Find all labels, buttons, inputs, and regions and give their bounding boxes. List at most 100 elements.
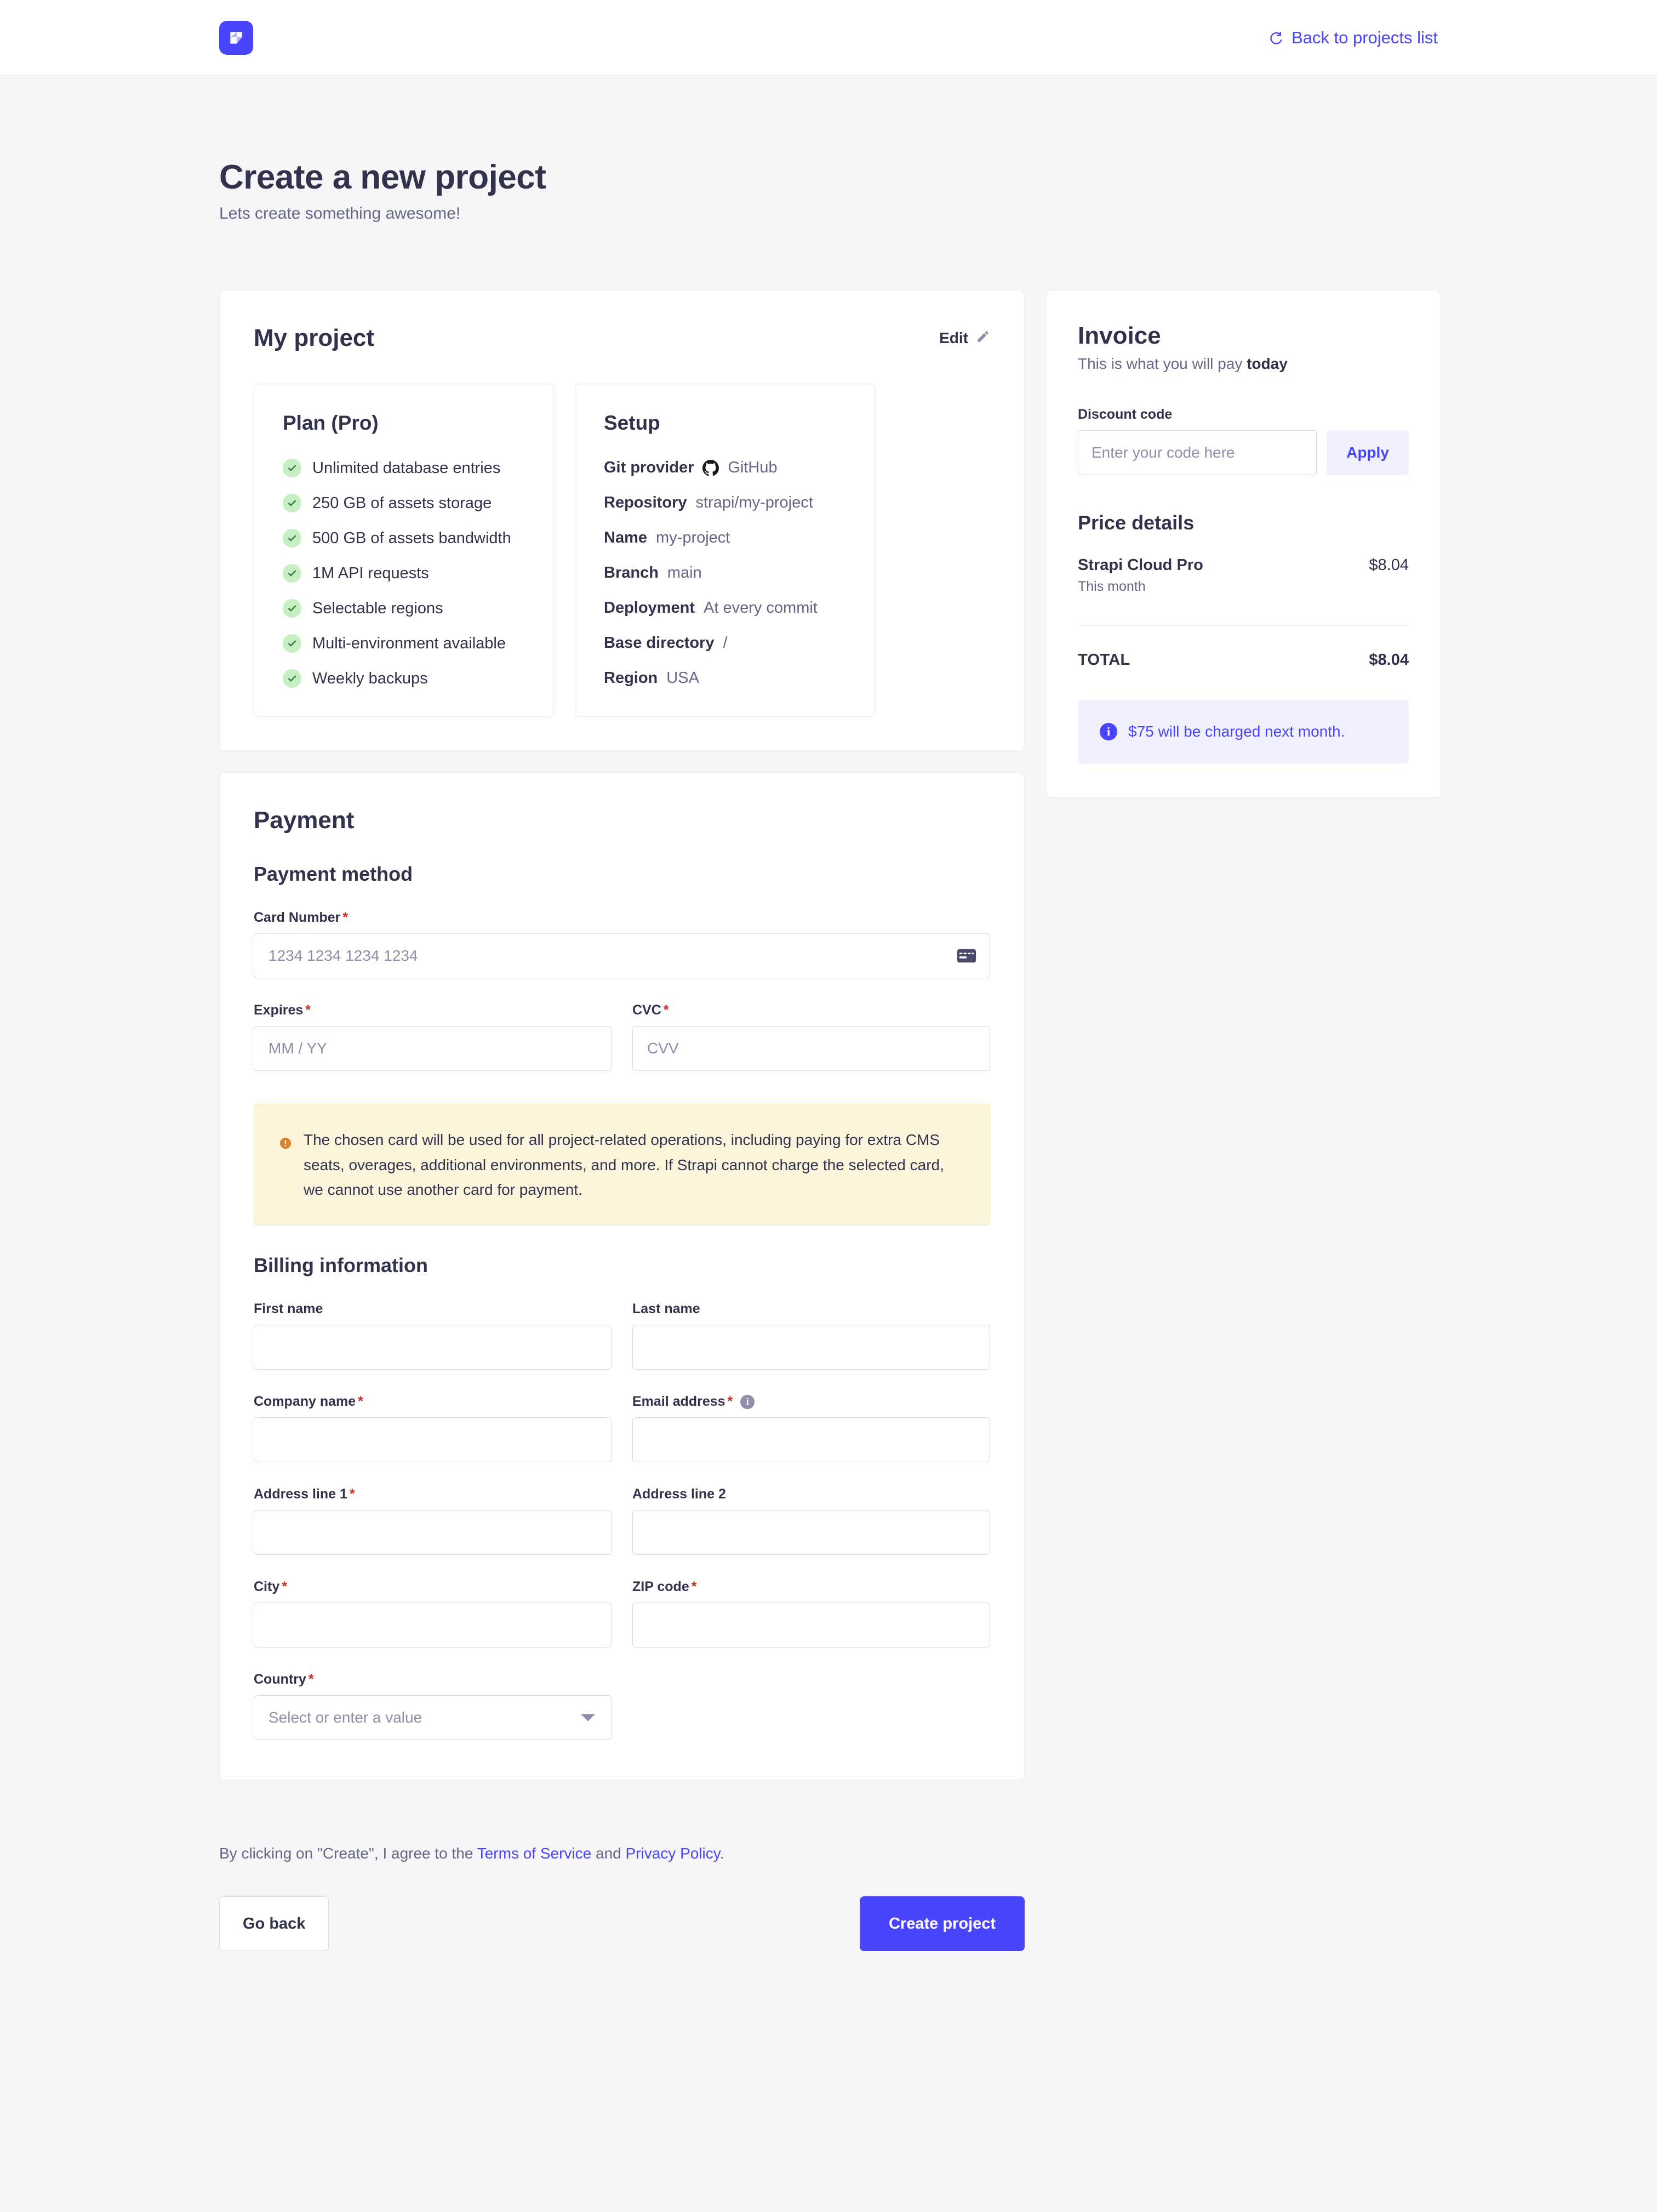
expires-input[interactable] <box>254 1026 612 1071</box>
check-icon <box>283 634 301 653</box>
edit-project-button[interactable]: Edit <box>939 329 990 347</box>
setup-row-git-provider: Git provider GitHub <box>604 459 846 477</box>
city-label: City * <box>254 1579 612 1595</box>
last-name-field: Last name <box>632 1301 990 1370</box>
required-asterisk: * <box>358 1394 363 1410</box>
check-icon <box>283 494 301 513</box>
cvc-input[interactable] <box>632 1026 990 1071</box>
list-item: Weekly backups <box>283 669 525 688</box>
required-asterisk: * <box>727 1394 733 1410</box>
first-name-label: First name <box>254 1301 612 1317</box>
setup-row-deployment: Deployment At every commit <box>604 599 846 617</box>
next-month-charge-note: i $75 will be charged next month. <box>1078 700 1409 764</box>
card-usage-warning-text: The chosen card will be used for all pro… <box>304 1131 944 1199</box>
price-line-item-info: Strapi Cloud Pro This month <box>1078 556 1203 595</box>
my-project-header: My project Edit <box>254 324 990 352</box>
field-label-text: Address line 2 <box>632 1486 726 1502</box>
required-asterisk: * <box>308 1672 314 1687</box>
city-input[interactable] <box>254 1603 612 1648</box>
my-project-title: My project <box>254 324 375 352</box>
info-icon: i <box>1100 723 1117 741</box>
card-number-label: Card Number * <box>254 910 990 926</box>
privacy-policy-link[interactable]: Privacy Policy <box>625 1845 720 1862</box>
field-label-text: Address line 1 <box>254 1486 347 1502</box>
invoice-title: Invoice <box>1078 322 1161 350</box>
address-line-1-field: Address line 1 * <box>254 1486 612 1555</box>
plan-feature-label: 250 GB of assets storage <box>312 494 492 512</box>
field-label-text: Email address <box>632 1394 725 1410</box>
plan-feature-list: Unlimited database entries 250 GB of ass… <box>283 459 525 688</box>
setup-key: Branch <box>604 564 659 582</box>
check-icon <box>283 564 301 583</box>
terms-middle: and <box>591 1845 626 1862</box>
email-address-input[interactable] <box>632 1417 990 1463</box>
field-label-text: Company name <box>254 1394 356 1410</box>
price-line-item-name: Strapi Cloud Pro <box>1078 556 1203 574</box>
apply-discount-button[interactable]: Apply <box>1327 430 1409 476</box>
last-name-label: Last name <box>632 1301 990 1317</box>
edit-button-label: Edit <box>939 329 968 347</box>
required-asterisk: * <box>349 1486 355 1502</box>
plan-feature-label: 1M API requests <box>312 564 429 582</box>
setup-value: GitHub <box>728 459 778 477</box>
plan-feature-label: Unlimited database entries <box>312 459 501 477</box>
payment-method-title: Payment method <box>254 863 413 886</box>
page-footer: By clicking on "Create", I agree to the … <box>0 1845 1657 2061</box>
setup-key: Git provider <box>604 459 694 477</box>
card-number-input-wrap <box>254 933 990 979</box>
discount-code-input[interactable] <box>1078 430 1317 476</box>
terms-of-service-link[interactable]: Terms of Service <box>477 1845 592 1862</box>
country-select[interactable]: Select or enter a value <box>254 1695 612 1741</box>
setup-row-base-directory: Base directory / <box>604 634 846 652</box>
strapi-logo-icon[interactable] <box>219 20 253 55</box>
page-container: Create a new project Lets create somethi… <box>0 76 1657 1781</box>
next-month-charge-text: $75 will be charged next month. <box>1128 723 1345 740</box>
invoice-divider <box>1078 625 1409 626</box>
list-item: Unlimited database entries <box>283 459 525 478</box>
setup-card: Setup Git provider GitHub Repository <box>575 384 875 717</box>
terms-prefix: By clicking on "Create", I agree to the <box>219 1845 477 1862</box>
back-to-projects-link[interactable]: Back to projects list <box>1269 28 1438 48</box>
go-back-button[interactable]: Go back <box>219 1896 329 1952</box>
back-to-projects-label: Back to projects list <box>1291 27 1438 47</box>
zip-code-input[interactable] <box>632 1603 990 1648</box>
field-label-text: Card Number <box>254 910 341 926</box>
setup-key: Base directory <box>604 634 715 652</box>
card-number-input[interactable] <box>254 933 990 979</box>
create-project-button[interactable]: Create project <box>859 1896 1025 1952</box>
address-line-1-input[interactable] <box>254 1510 612 1555</box>
field-label-text: Country <box>254 1672 306 1687</box>
first-name-input[interactable] <box>254 1325 612 1370</box>
plan-feature-label: Selectable regions <box>312 599 443 617</box>
invoice-subtitle-prefix: This is what you will pay <box>1078 355 1247 373</box>
required-asterisk: * <box>342 910 348 926</box>
address-line-2-input[interactable] <box>632 1510 990 1555</box>
warning-circle-icon <box>279 1137 292 1152</box>
invoice-total-label: TOTAL <box>1078 651 1130 669</box>
required-asterisk: * <box>691 1579 697 1595</box>
pencil-icon <box>976 329 990 347</box>
plan-card-title: Plan (Pro) <box>283 412 379 435</box>
info-icon[interactable]: i <box>740 1394 755 1409</box>
company-name-input[interactable] <box>254 1417 612 1463</box>
payment-title: Payment <box>254 807 355 834</box>
first-name-field: First name <box>254 1301 612 1370</box>
footer-button-row: Go back Create project <box>219 1896 1025 1952</box>
city-field: City * <box>254 1579 612 1648</box>
page-header: Create a new project Lets create somethi… <box>219 76 1438 223</box>
setup-key: Name <box>604 529 647 547</box>
setup-card-title: Setup <box>604 412 660 435</box>
field-label-text: Expires <box>254 1002 304 1018</box>
email-address-field: Email address * i <box>632 1394 990 1463</box>
card-usage-warning: The chosen card will be used for all pro… <box>254 1104 990 1226</box>
setup-row-branch: Branch main <box>604 564 846 582</box>
credit-card-icon <box>957 949 976 963</box>
last-name-input[interactable] <box>632 1325 990 1370</box>
city-zip-row: City * ZIP code * <box>254 1555 990 1648</box>
check-icon <box>283 459 301 478</box>
field-label-text: First name <box>254 1301 323 1317</box>
plan-feature-label: Multi-environment available <box>312 634 506 652</box>
check-icon <box>283 599 301 618</box>
company-email-row: Company name * Email address * i <box>254 1370 990 1463</box>
invoice-subtitle-strong: today <box>1247 355 1288 373</box>
